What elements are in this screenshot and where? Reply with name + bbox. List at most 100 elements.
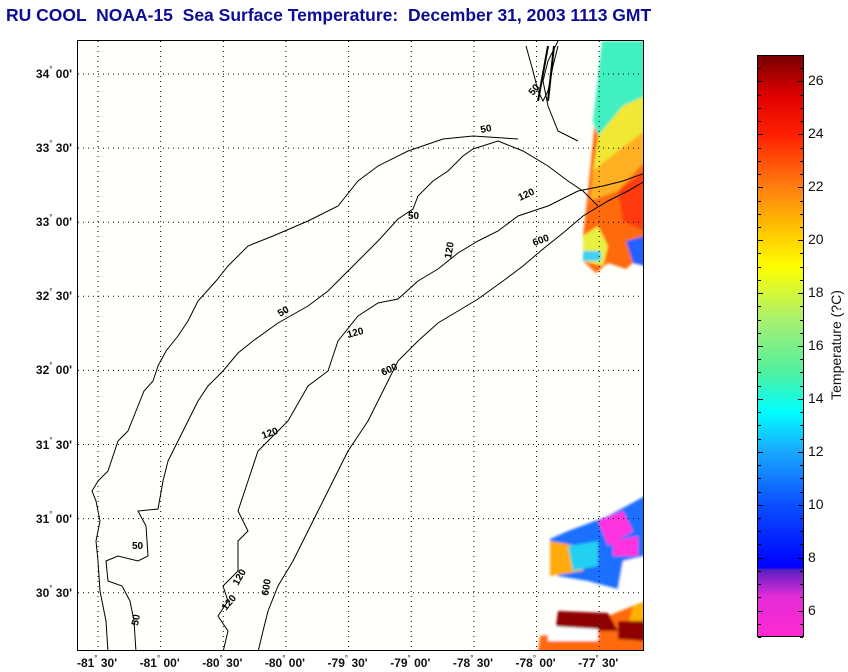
isobath-label-120: 120 [517, 187, 537, 204]
colorbar-tick-mark [800, 570, 803, 572]
longitude-tick-label: -80° 30' [187, 654, 257, 670]
tick-minutes: 30' [55, 437, 72, 452]
tick-minutes: 30' [55, 289, 72, 304]
tick-minutes: 30' [226, 656, 243, 670]
colorbar-tick-mark [800, 55, 803, 56]
colorbar-tick-mark [758, 94, 761, 96]
colorbar-tick-mark [758, 385, 761, 387]
sst-swath-south [538, 497, 643, 650]
colorbar-tick-mark [800, 385, 803, 387]
colorbar-tick-mark [758, 266, 761, 268]
colorbar-tick-mark [758, 121, 761, 123]
colorbar-tick-mark [800, 637, 803, 638]
colorbar-tick-label: 6 [808, 601, 816, 618]
degree-symbol: ° [49, 139, 53, 149]
tick-degrees: 31 [35, 437, 50, 452]
tick-degrees: -78 [452, 656, 471, 670]
colorbar-tick-mark [758, 200, 761, 202]
degree-symbol: ° [470, 654, 474, 663]
degree-symbol: ° [282, 654, 286, 663]
colorbar-tick-mark [758, 557, 763, 559]
colorbar-tick-mark [800, 372, 803, 374]
colorbar-tick-mark [798, 134, 803, 136]
sst-swath-north [583, 41, 643, 273]
tick-minutes: 30' [55, 141, 72, 156]
tick-minutes: 00' [55, 363, 72, 378]
map-plot-area: 50 50 50 50 50 50 120 120 120 120 120 12… [77, 40, 644, 651]
colorbar-tick-mark [798, 610, 803, 612]
isobath-label-50: 50 [480, 123, 493, 136]
colorbar-tick-mark [758, 279, 761, 281]
longitude-tick-label: -81° 30' [62, 654, 132, 670]
colorbar-tick-mark [798, 557, 803, 559]
degree-symbol: ° [532, 654, 537, 663]
colorbar-tick-mark [758, 438, 761, 440]
latitude-tick-label: 31° 30' [12, 436, 72, 452]
degree-symbol: ° [49, 435, 53, 445]
colorbar-tick-mark [758, 504, 763, 506]
tick-degrees: 30 [35, 585, 50, 600]
colorbar-tick-mark [800, 253, 803, 255]
colorbar-tick-mark [758, 372, 761, 374]
colorbar-tick-mark [800, 306, 803, 308]
colorbar-tick-mark [758, 465, 761, 467]
degree-symbol: ° [49, 213, 53, 223]
isobath-label-50: 50 [130, 613, 143, 626]
colorbar-tick-mark [758, 517, 761, 519]
colorbar-tick-mark [800, 160, 803, 162]
colorbar [757, 55, 804, 637]
colorbar-tick-mark [758, 531, 761, 533]
colorbar-tick-mark [758, 147, 761, 149]
colorbar-tick-mark [758, 107, 761, 109]
degree-symbol: ° [49, 361, 53, 371]
colorbar-tick-mark [758, 174, 761, 176]
tick-minutes: 00' [288, 656, 305, 670]
tick-degrees: 32 [35, 289, 50, 304]
isobath-50 [105, 41, 599, 650]
colorbar-tick-label: 12 [808, 442, 824, 459]
tick-degrees: -81 [139, 656, 157, 670]
colorbar-tick-mark [758, 597, 761, 599]
tick-minutes: 00' [414, 656, 431, 670]
colorbar-tick-mark [800, 531, 803, 533]
longitude-tick-label: -79° 00' [375, 654, 445, 670]
latitude-tick-label: 30° 30' [12, 584, 72, 600]
colorbar-tick-mark [800, 623, 803, 625]
colorbar-tick-mark [800, 266, 803, 268]
longitude-tick-label: -80° 00' [250, 654, 320, 670]
longitude-tick-label: -79° 30' [313, 654, 383, 670]
colorbar-tick-mark [758, 412, 761, 414]
map-title: RU COOL NOAA-15 Sea Surface Temperature:… [6, 5, 652, 25]
colorbar-tick-mark [758, 623, 761, 625]
colorbar-tick-mark [758, 213, 761, 215]
colorbar-tick-mark [758, 451, 763, 453]
degree-symbol: ° [94, 654, 98, 663]
longitude-tick-label: -78° 30' [438, 654, 508, 670]
colorbar-tick-mark [758, 359, 761, 361]
graticule [78, 41, 643, 650]
tick-degrees: -78 [515, 656, 533, 670]
colorbar-tick-mark [800, 200, 803, 202]
tick-minutes: 30' [476, 656, 493, 670]
map-canvas: 50 50 50 50 50 50 120 120 120 120 120 12… [78, 41, 643, 650]
colorbar-tick-mark [758, 584, 761, 586]
colorbar-tick-mark [758, 491, 761, 493]
coastline [91, 45, 559, 650]
isobath-120 [217, 173, 643, 650]
colorbar-tick-mark [758, 187, 763, 189]
colorbar-tick-label: 22 [808, 178, 824, 195]
colorbar-tick-mark [800, 425, 803, 427]
longitude-tick-label: -77° 30' [563, 654, 633, 670]
colorbar-tick-mark [758, 68, 761, 70]
tick-degrees: -80 [202, 656, 220, 670]
isobath-label-50: 50 [408, 211, 420, 222]
colorbar-tick-mark [800, 94, 803, 96]
tick-degrees: -81 [76, 656, 95, 670]
colorbar-tick-mark [758, 570, 761, 572]
colorbar-tick-mark [758, 81, 763, 83]
colorbar-tick-mark [800, 412, 803, 414]
isobath-label-120: 120 [231, 567, 249, 587]
colorbar-tick-mark [798, 504, 803, 506]
longitude-tick-label: -78° 00' [501, 654, 571, 670]
degree-symbol: ° [407, 654, 411, 663]
